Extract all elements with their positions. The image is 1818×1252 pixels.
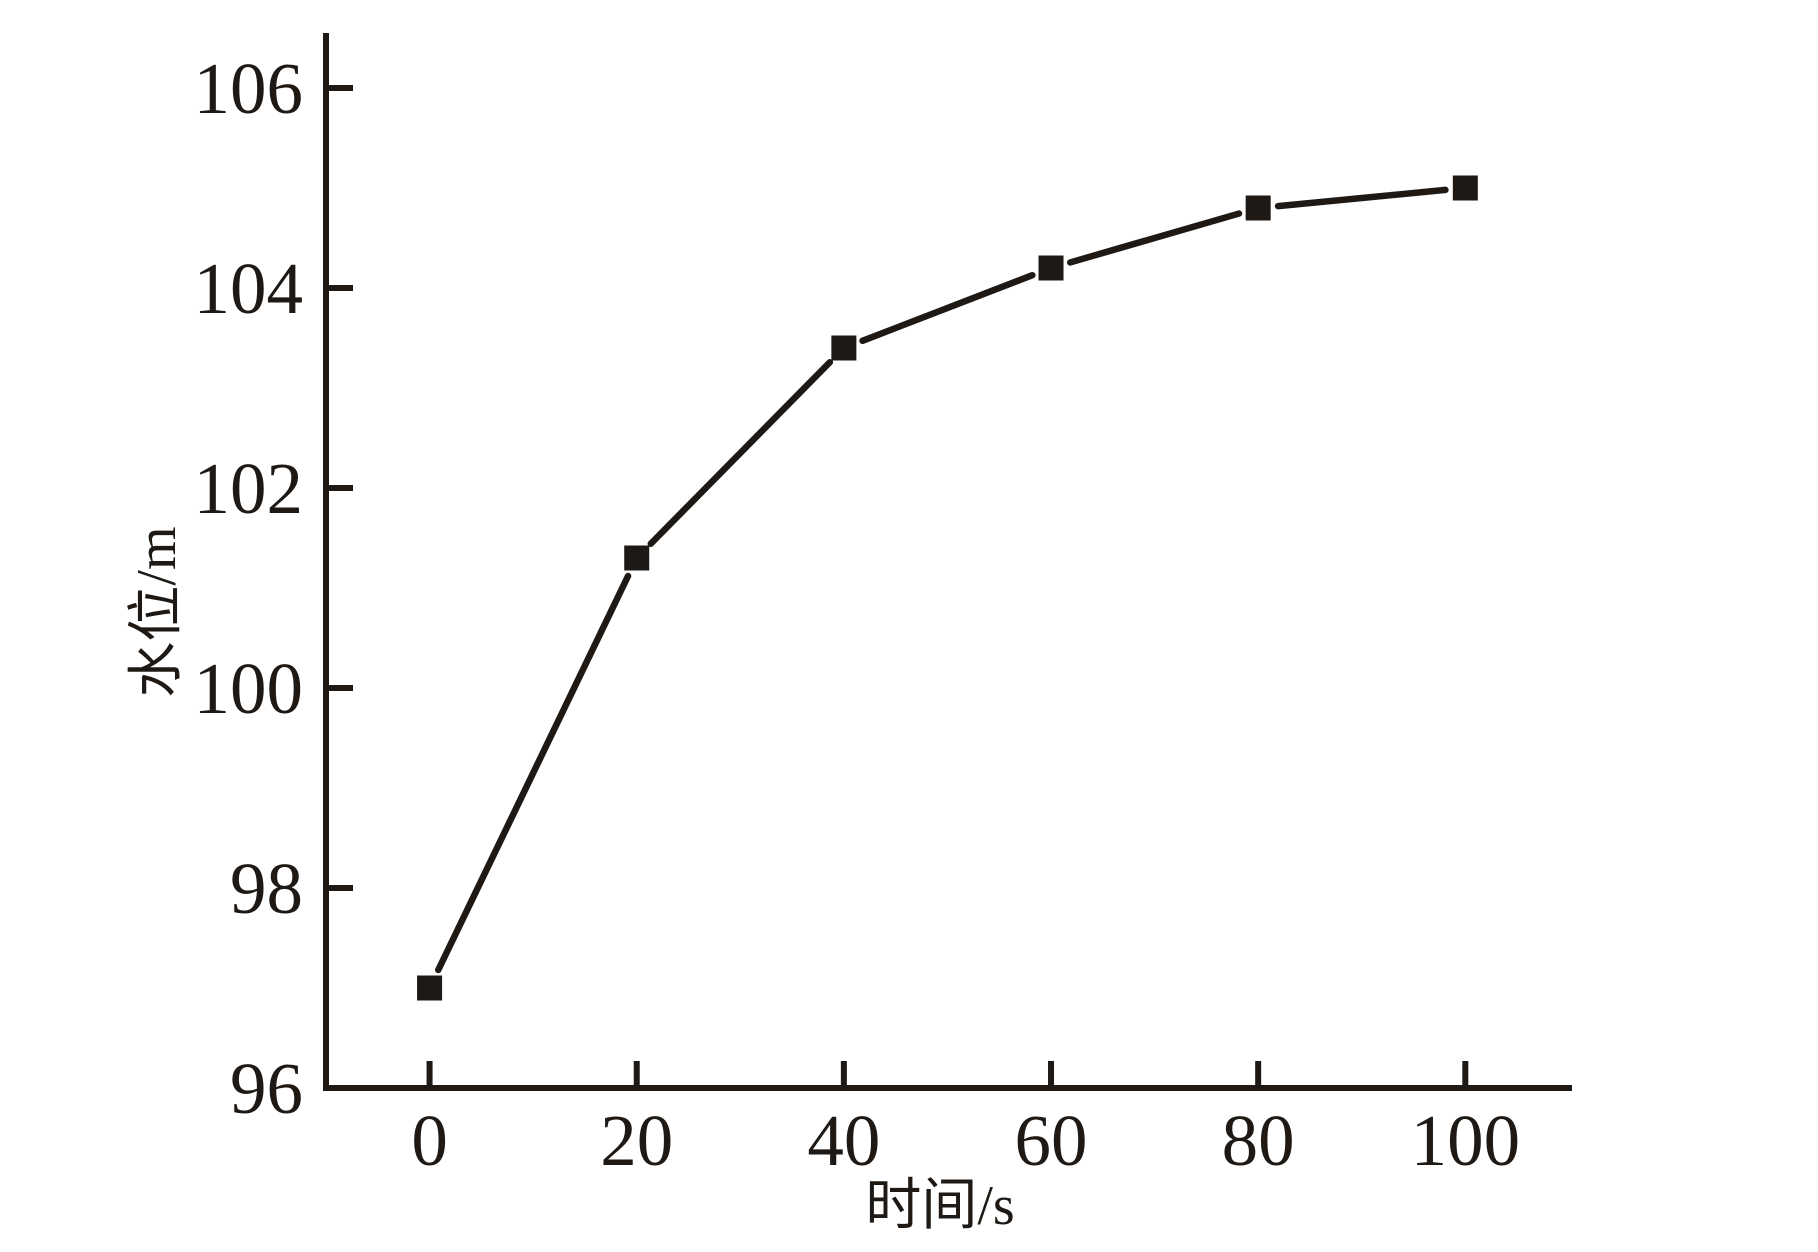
data-point-marker [831,335,857,361]
y-tick-label: 100 [194,648,304,729]
y-tick-label: 96 [230,1048,303,1129]
data-point-marker [624,545,650,571]
x-axis-label: 时间/s [865,1175,1014,1237]
y-tick-label: 104 [194,248,304,329]
y-tick-label: 102 [194,448,304,529]
x-tick-label: 40 [807,1100,880,1181]
data-point-marker [1038,255,1064,281]
axis-spines [323,33,1572,1091]
x-tick-label: 100 [1411,1100,1521,1181]
x-tick-label: 60 [1015,1100,1088,1181]
series-line-segment [859,271,1036,345]
data-point-marker [1452,175,1478,201]
y-tick-label: 106 [194,48,304,129]
series-line-segment [1066,210,1243,266]
data-point-marker [417,975,443,1001]
y-tick-label: 98 [230,848,303,929]
series-line-segment [647,358,834,548]
x-tick-label: 80 [1222,1100,1295,1181]
plot-area: 0 20 40 60 80 100 96 98 100 102 104 106 [194,33,1572,1181]
series-line-segment [435,572,632,974]
x-tick-label: 0 [411,1100,448,1181]
data-point-marker [1245,195,1271,221]
series-line-segment [1274,186,1449,210]
y-axis-label: 水位/m [126,526,188,697]
x-tick-label: 20 [600,1100,673,1181]
